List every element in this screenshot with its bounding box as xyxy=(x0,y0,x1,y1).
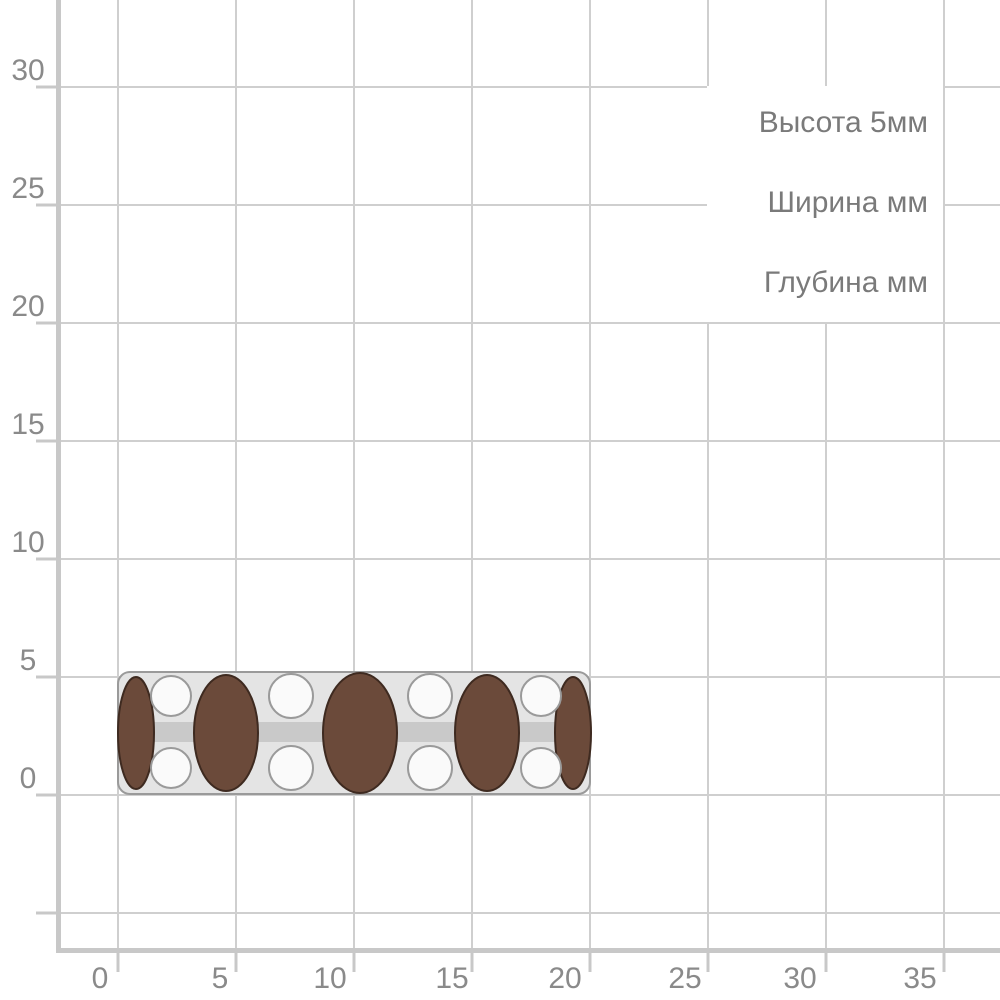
grid xyxy=(60,0,1000,948)
height-text: Высота 5мм xyxy=(759,106,928,139)
y-label: 25 xyxy=(11,172,44,205)
y-axis-bar xyxy=(56,0,61,952)
y-label: 5 xyxy=(20,644,37,677)
depth-text: Глубина мм xyxy=(764,266,928,299)
x-label: 30 xyxy=(783,962,816,995)
x-label: 20 xyxy=(548,962,581,995)
x-label: 5 xyxy=(212,962,229,995)
dimension-box xyxy=(707,86,943,322)
width-text: Ширина мм xyxy=(767,186,928,219)
x-label: 25 xyxy=(668,962,701,995)
labels: 30 25 20 15 10 5 0 0 5 10 15 20 25 30 35 xyxy=(11,54,936,995)
y-label: 10 xyxy=(11,526,44,559)
y-label: 15 xyxy=(11,408,44,441)
x-axis-bar xyxy=(56,948,1000,953)
ticks xyxy=(36,85,946,972)
x-label: 10 xyxy=(313,962,346,995)
y-label: 20 xyxy=(11,290,44,323)
x-label: 35 xyxy=(903,962,936,995)
y-label: 0 xyxy=(20,762,37,795)
x-label: 0 xyxy=(92,962,109,995)
x-label: 15 xyxy=(435,962,468,995)
y-label: 30 xyxy=(11,54,44,87)
ring xyxy=(117,671,592,795)
